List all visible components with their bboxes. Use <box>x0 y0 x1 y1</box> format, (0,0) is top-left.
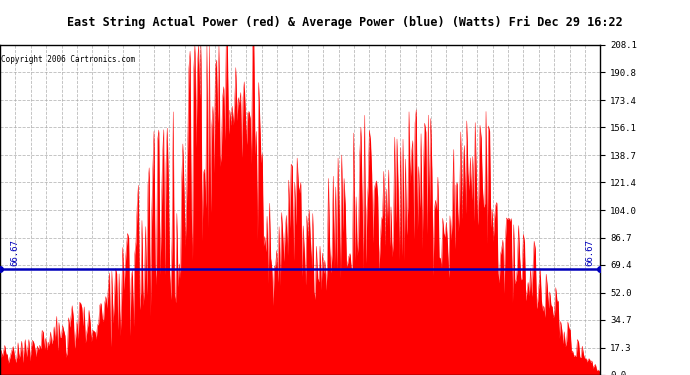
Text: Copyright 2006 Cartronics.com: Copyright 2006 Cartronics.com <box>1 55 135 64</box>
Text: East String Actual Power (red) & Average Power (blue) (Watts) Fri Dec 29 16:22: East String Actual Power (red) & Average… <box>67 16 623 29</box>
Text: 66.67: 66.67 <box>585 239 594 266</box>
Text: 66.67: 66.67 <box>11 239 20 266</box>
